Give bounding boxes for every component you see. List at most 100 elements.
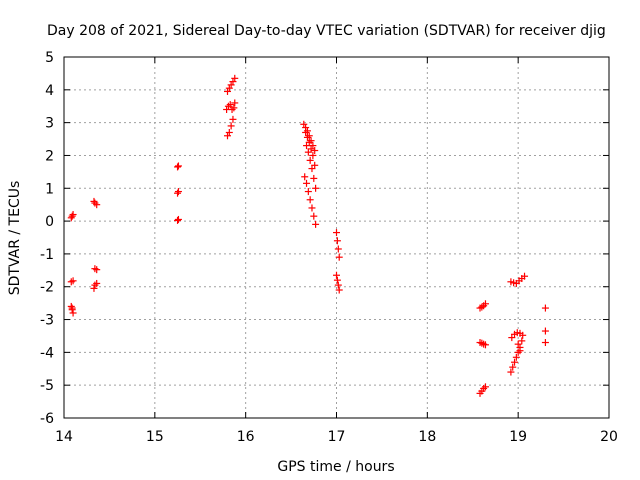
data-point <box>335 253 343 261</box>
data-point <box>304 188 312 196</box>
data-point <box>174 215 182 223</box>
data-point <box>541 304 549 312</box>
data-point <box>69 211 77 219</box>
data-point <box>514 340 522 348</box>
data-point <box>229 78 237 86</box>
data-point <box>306 156 314 164</box>
data-point <box>174 189 182 197</box>
data-point <box>306 196 314 204</box>
y-tick-label: -5 <box>40 378 54 394</box>
x-tick-label: 14 <box>55 429 73 445</box>
data-point <box>67 278 75 286</box>
y-tick-label: 2 <box>45 148 54 164</box>
data-point <box>335 286 343 294</box>
data-point <box>541 327 549 335</box>
data-point <box>481 341 489 349</box>
data-point <box>309 151 317 159</box>
data-point <box>519 331 527 339</box>
data-point <box>91 199 99 207</box>
data-point <box>227 122 235 130</box>
data-points <box>67 74 549 397</box>
y-tick-label: 0 <box>45 214 54 230</box>
data-point <box>521 272 529 280</box>
data-point <box>229 115 237 123</box>
data-point <box>310 212 318 220</box>
data-point <box>333 271 340 279</box>
data-point <box>310 174 318 182</box>
data-point <box>224 102 232 110</box>
x-tick-label: 20 <box>600 429 618 445</box>
data-point <box>333 229 340 237</box>
data-point <box>174 188 182 196</box>
chart-title: Day 208 of 2021, Sidereal Day-to-day VTE… <box>47 23 606 39</box>
data-point <box>69 309 77 317</box>
data-point <box>227 81 235 89</box>
data-point <box>224 87 231 95</box>
data-point <box>478 303 486 311</box>
data-point <box>305 138 313 146</box>
data-point <box>68 212 76 220</box>
y-tick-label: -4 <box>40 345 54 361</box>
data-point <box>334 245 342 253</box>
data-point <box>226 101 234 109</box>
data-point <box>307 137 315 145</box>
data-point <box>67 214 75 222</box>
data-point <box>309 142 317 150</box>
y-tick-label: 4 <box>45 83 54 99</box>
y-tick-label: 1 <box>45 181 54 197</box>
data-point <box>231 99 239 107</box>
data-point <box>93 279 101 287</box>
data-point <box>301 173 309 181</box>
data-point <box>90 284 98 292</box>
data-point <box>91 265 99 273</box>
data-point <box>509 363 517 371</box>
data-point <box>228 106 236 114</box>
x-tick-label: 18 <box>418 429 436 445</box>
data-point <box>511 358 519 366</box>
data-point <box>481 300 489 308</box>
data-point <box>514 348 522 356</box>
data-point <box>300 120 308 128</box>
y-tick-label: -3 <box>40 313 54 329</box>
y-tick-label: 3 <box>45 116 54 132</box>
data-point <box>333 237 341 245</box>
data-point <box>93 266 101 274</box>
data-point <box>541 339 549 347</box>
grid-layer <box>64 57 609 418</box>
data-point <box>311 147 319 155</box>
data-point <box>224 132 231 140</box>
data-point <box>333 276 341 284</box>
data-point <box>174 163 182 171</box>
data-point <box>481 383 489 391</box>
data-point <box>225 84 233 92</box>
data-point <box>302 128 310 136</box>
data-point <box>311 161 319 169</box>
data-point <box>69 277 77 285</box>
tick-layer: 14 15 16 17 18 19 20 -6 -5 -4 -3 -2 -1 0 1 2 3 4 5 <box>40 50 618 445</box>
data-point <box>307 145 315 153</box>
data-point <box>478 339 486 347</box>
data-point <box>174 162 182 170</box>
data-point <box>305 132 313 140</box>
x-tick-label: 16 <box>237 429 255 445</box>
data-point <box>303 133 311 141</box>
data-point <box>512 353 520 361</box>
data-point <box>312 220 320 228</box>
data-point <box>93 201 101 209</box>
y-tick-label: -6 <box>40 411 54 427</box>
data-point <box>303 179 311 187</box>
data-point <box>231 74 239 82</box>
x-tick-label: 19 <box>509 429 527 445</box>
data-point <box>507 368 515 376</box>
data-point <box>67 302 75 310</box>
data-point <box>516 347 524 355</box>
data-point <box>308 204 316 212</box>
y-tick-label: 5 <box>45 50 54 66</box>
data-point <box>303 127 311 135</box>
data-point <box>225 128 233 136</box>
y-tick-label: -2 <box>40 280 54 296</box>
data-point <box>91 281 99 289</box>
y-axis-label: SDTVAR / TECUs <box>7 181 23 296</box>
x-axis-label: GPS time / hours <box>277 459 394 475</box>
